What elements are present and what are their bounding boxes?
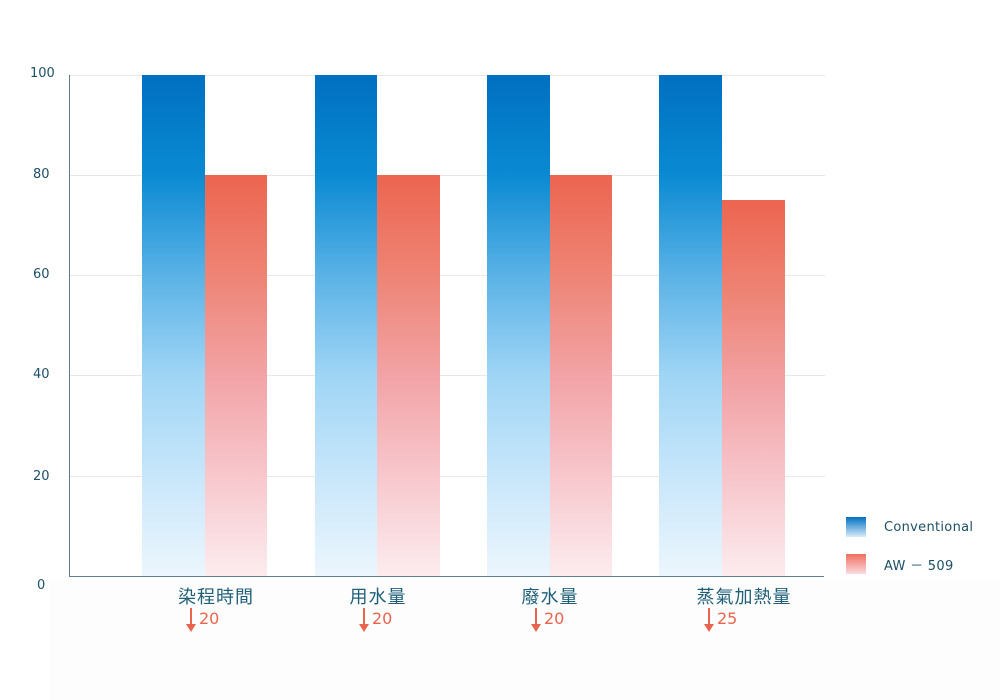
x-label-steam-heating: 蒸氣加熱量	[696, 587, 792, 608]
gridline-40	[69, 375, 825, 376]
y-axis	[69, 75, 70, 577]
bar-aw509-wastewater	[550, 175, 612, 576]
gridline-60	[69, 275, 825, 276]
bar-conventional-water-usage	[315, 75, 377, 576]
y-tick-80: 80	[33, 167, 50, 182]
background-panel	[50, 580, 1000, 700]
reduction-value: 20	[372, 609, 393, 628]
plot-area	[69, 75, 825, 576]
down-arrow-icon	[185, 606, 197, 632]
reduction-dyeing-time: 20	[185, 606, 219, 636]
bar-conventional-wastewater	[487, 75, 550, 576]
bar-aw509-water-usage	[377, 175, 440, 576]
down-arrow-icon	[358, 606, 370, 632]
x-label-dyeing-time: 染程時間	[178, 587, 254, 608]
reduction-value: 25	[717, 609, 738, 628]
legend-item-conventional: Conventional	[846, 516, 973, 538]
reduction-value: 20	[199, 609, 220, 628]
x-label-water-usage: 用水量	[349, 587, 407, 608]
down-arrow-icon	[530, 606, 542, 632]
reduction-value: 20	[544, 609, 565, 628]
gridline-80	[69, 175, 825, 176]
y-tick-100: 100	[30, 66, 55, 81]
legend-item-aw509: AW － 509	[846, 553, 973, 575]
x-label-wastewater: 廢水量	[521, 587, 579, 608]
bar-conventional-steam-heating	[659, 75, 722, 576]
x-axis	[69, 576, 824, 577]
legend-swatch-conventional	[846, 517, 866, 537]
down-arrow-icon	[703, 606, 715, 632]
legend-swatch-aw509	[846, 554, 866, 574]
reduction-wastewater: 20	[530, 606, 564, 636]
y-tick-60: 60	[33, 267, 50, 282]
bar-conventional-dyeing-time	[142, 75, 205, 576]
y-tick-40: 40	[33, 367, 50, 382]
y-tick-0: 0	[37, 578, 46, 593]
legend-label: AW － 509	[884, 558, 954, 574]
legend-label: Conventional	[884, 519, 974, 535]
reduction-steam-heating: 25	[703, 606, 737, 636]
reduction-water-usage: 20	[358, 606, 392, 636]
bar-aw509-dyeing-time	[205, 175, 267, 576]
gridline-20	[69, 476, 825, 477]
bar-aw509-steam-heating	[722, 200, 785, 576]
legend: Conventional AW － 509	[846, 516, 973, 590]
gridline-100	[69, 75, 825, 76]
y-tick-20: 20	[33, 469, 50, 484]
